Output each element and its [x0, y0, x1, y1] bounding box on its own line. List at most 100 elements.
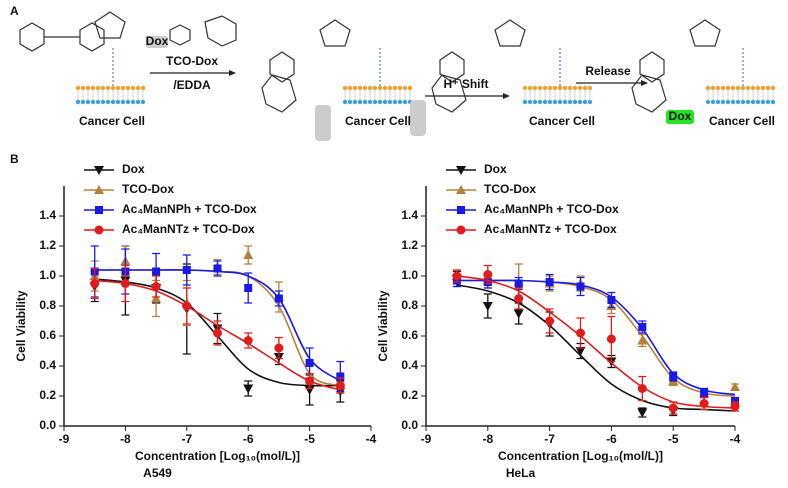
lipid-head	[522, 99, 528, 105]
point	[274, 294, 283, 303]
cell-label: Cancer Cell	[345, 114, 411, 128]
point	[274, 343, 284, 353]
lipid-head	[542, 99, 548, 105]
lipid-head	[567, 99, 573, 105]
lipid-head	[587, 99, 593, 105]
y-tick-label: 1.2	[401, 238, 418, 252]
point	[305, 376, 315, 386]
lipid-head	[720, 99, 726, 105]
lipid-head	[105, 99, 111, 105]
point	[151, 282, 161, 291]
legend-label: Ac₄ManNPh + TCO-Dox	[484, 202, 619, 216]
lipid-head	[705, 85, 711, 91]
point	[607, 296, 616, 304]
point	[95, 206, 103, 214]
point	[335, 381, 345, 390]
lipid-head	[557, 85, 563, 91]
lipid-head	[85, 85, 91, 91]
lipid-head	[527, 85, 533, 91]
y-tick-label: 0.2	[39, 388, 56, 402]
point	[94, 166, 104, 175]
y-tick-label: 0.0	[39, 418, 56, 432]
lipid-head	[532, 99, 538, 105]
fit-curve	[456, 279, 736, 396]
lipid-head	[760, 99, 766, 105]
lipid-head	[377, 85, 383, 91]
lipid-head	[567, 85, 573, 91]
lipid-head	[755, 99, 761, 105]
point	[637, 408, 648, 418]
legend-label: Ac₄ManNPh + TCO-Dox	[122, 202, 257, 216]
legend-label: TCO-Dox	[122, 182, 174, 196]
lipid-head	[140, 99, 146, 105]
arrowhead	[229, 70, 236, 76]
lipid-head	[100, 85, 106, 91]
x-tick-label: -8	[120, 432, 131, 446]
x-tick-label: -6	[243, 432, 254, 446]
lipid-head	[760, 85, 766, 91]
lipid-head	[537, 99, 543, 105]
point	[668, 403, 678, 413]
reagent: TCO-Dox	[166, 54, 218, 68]
lipid-head	[532, 85, 538, 91]
lipid-head	[710, 85, 716, 91]
lipid-head	[115, 85, 121, 91]
lipid-head	[572, 99, 578, 105]
point	[243, 250, 254, 259]
dox-tag: Dox	[146, 34, 169, 48]
point	[730, 402, 740, 411]
point	[90, 279, 100, 288]
released-dox: Dox	[669, 109, 692, 123]
subtitle: A549	[143, 466, 172, 480]
molecule-sketches	[19, 11, 721, 113]
x-tick-label: -8	[482, 432, 493, 446]
lipid-head	[352, 85, 358, 91]
lipid-head	[75, 85, 81, 91]
panel-label: A	[10, 4, 19, 18]
lipid-head	[130, 85, 136, 91]
y-tick-label: 1.2	[39, 238, 56, 252]
cell-label: Cancer Cell	[709, 114, 775, 128]
point	[213, 328, 222, 338]
point	[514, 294, 524, 303]
point	[243, 384, 254, 394]
lipid-head	[402, 85, 408, 91]
x-tick-label: -5	[304, 432, 315, 446]
lipid-head	[745, 99, 751, 105]
lipid-head	[402, 99, 408, 105]
lipid-head	[710, 99, 716, 105]
arrowhead	[503, 93, 510, 99]
legend-label: TCO-Dox	[484, 182, 536, 196]
lipid-head	[347, 85, 353, 91]
lipid-head	[587, 85, 593, 91]
x-tick-label: -9	[421, 432, 432, 446]
step-label: Release	[585, 64, 631, 78]
point	[575, 347, 586, 356]
lipid-head	[577, 85, 583, 91]
point	[305, 359, 314, 367]
lipid-head	[357, 99, 363, 105]
point	[336, 372, 345, 381]
lipid-head	[105, 85, 111, 91]
point	[182, 266, 191, 274]
point	[637, 335, 648, 345]
point	[94, 225, 104, 235]
lipid-head	[110, 85, 116, 91]
y-axis-label: Cell Viability	[14, 290, 28, 361]
y-axis-label: Cell Viability	[376, 290, 390, 361]
lipid-head	[740, 99, 746, 105]
lipid-head	[765, 99, 771, 105]
point	[545, 278, 554, 286]
lipid-head	[715, 99, 721, 105]
lipid-head	[750, 99, 756, 105]
lipid-head	[705, 99, 711, 105]
lipid-head	[367, 99, 373, 105]
x-axis-label: Concentration [Log₁₀(mol/L)]	[135, 449, 300, 463]
y-tick-label: 0.4	[401, 358, 418, 372]
dox-tag-box	[315, 105, 331, 141]
lipid-head	[125, 85, 131, 91]
lipid-head	[740, 85, 746, 91]
point	[514, 279, 523, 288]
y-tick-label: 1.4	[39, 208, 56, 222]
point	[483, 270, 493, 279]
